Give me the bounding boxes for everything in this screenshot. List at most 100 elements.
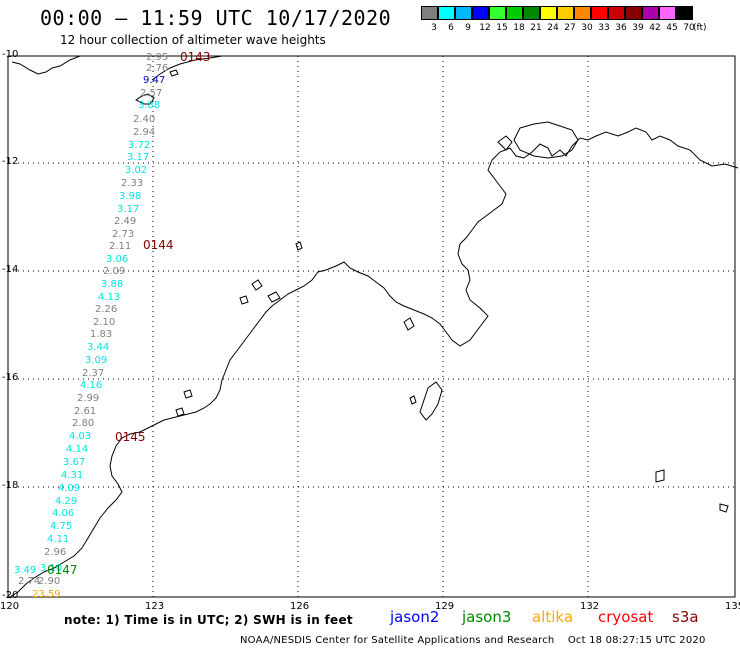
wave-height-value: 1.83 (90, 329, 113, 340)
time-marker: 0145 (115, 430, 146, 444)
colorbar-swatch (608, 6, 625, 20)
footer-note: note: 1) Time is in UTC; 2) SWH is in fe… (64, 613, 353, 627)
wave-height-value: 2.40 (133, 114, 156, 125)
wave-height-value: 2.74 (18, 576, 41, 587)
wave-height-value: 3.09 (85, 355, 108, 366)
graticule (8, 56, 735, 597)
wave-height-value: 2.94 (133, 127, 156, 138)
wave-height-value: 4.14 (66, 444, 89, 455)
wave-height-value: 2.95 (146, 52, 169, 63)
colorbar-label: 27 (564, 23, 576, 33)
lon-label: 126 (290, 601, 310, 612)
legend-jason3: jason3 (462, 608, 512, 626)
lat-label: -10 (2, 49, 19, 60)
lat-label: -20 (2, 590, 19, 601)
colorbar-swatch (506, 6, 523, 20)
colorbar-swatch (557, 6, 574, 20)
colorbar-label: 39 (632, 23, 644, 33)
colorbar-label: 30 (581, 23, 593, 33)
colorbar-label: 18 (513, 23, 525, 33)
colorbar-label: 24 (547, 23, 559, 33)
wave-height-value: 4.13 (98, 292, 121, 303)
wave-height-value: 4.09 (58, 483, 81, 494)
time-marker: 0144 (143, 238, 174, 252)
colorbar-label: 9 (465, 23, 471, 33)
colorbar-label: 36 (615, 23, 627, 33)
lon-label: 120 (0, 601, 20, 612)
lat-label: -16 (2, 372, 19, 383)
map-subtitle: 12 hour collection of altimeter wave hei… (60, 33, 326, 47)
wave-height-value: 3.06 (106, 254, 129, 265)
credit-timestamp: Oct 18 08:27:15 UTC 2020 (567, 635, 706, 646)
legend-cryosat: cryosat (598, 608, 654, 626)
time-marker: 0147 (47, 563, 78, 577)
wave-height-value: 23.59 (32, 589, 61, 600)
time-marker: 0143 (180, 50, 211, 64)
footer-credit: NOAA/NESDIS Center for Satellite Applica… (240, 635, 706, 646)
colorbar-label: 12 (479, 23, 491, 33)
wave-height-value: 4.75 (50, 521, 73, 532)
lon-label: 132 (580, 601, 600, 612)
colorbar-swatch (540, 6, 557, 20)
wave-height-value: 3.98 (119, 191, 142, 202)
wave-height-value: 2.26 (95, 304, 118, 315)
legend-altika: altika (532, 608, 574, 626)
wave-height-value: 3.10 (40, 563, 63, 574)
wave-height-value: 3.49 (14, 565, 37, 576)
wave-height-value: 4.06 (52, 508, 75, 519)
colorbar-swatch (523, 6, 540, 20)
lat-label: -12 (2, 156, 19, 167)
wave-height-value: 2.57 (140, 88, 163, 99)
coastlines (9, 55, 739, 598)
colorbar-swatch (625, 6, 642, 20)
colorbar-swatch (659, 6, 676, 20)
wave-height-value: 2.33 (121, 178, 144, 189)
lat-label: -18 (2, 480, 19, 491)
wave-height-value: 3.17 (117, 204, 140, 215)
colorbar-label: 70 (683, 23, 695, 33)
map-title: 00:00 – 11:59 UTC 10/17/2020 (40, 6, 392, 30)
colorbar-label: 3 (431, 23, 437, 33)
legend-s3a: s3a (672, 608, 699, 626)
colorbar-swatch (421, 6, 438, 20)
wave-height-value: 3.02 (125, 165, 148, 176)
colorbar-label: 33 (598, 23, 610, 33)
wave-height-value: 3.44 (87, 342, 110, 353)
colorbar-swatch (455, 6, 472, 20)
wave-height-value: 2.96 (44, 547, 67, 558)
wave-height-value: 9.47 (143, 75, 166, 86)
wave-height-value: 3.67 (63, 457, 86, 468)
wave-height-value: 2.10 (93, 317, 116, 328)
wave-height-value: 4.31 (61, 470, 84, 481)
wave-height-value: 3.88 (101, 279, 124, 290)
credit-text: NOAA/NESDIS Center for Satellite Applica… (240, 635, 555, 646)
wave-height-value: 2.61 (74, 406, 97, 417)
legend-jason2: jason2 (390, 608, 440, 626)
colorbar-swatch (489, 6, 506, 20)
colorbar-swatch (676, 6, 693, 20)
colorbar-label: 15 (496, 23, 508, 33)
wave-height-value: 2.80 (72, 418, 95, 429)
lon-label: 123 (145, 601, 165, 612)
colorbar-swatch (438, 6, 455, 20)
wave-height-value: 4.29 (55, 496, 78, 507)
wave-height-value: 2.90 (38, 576, 61, 587)
wave-height-value: 2.11 (109, 241, 132, 252)
wave-height-value: 4.11 (47, 534, 70, 545)
colorbar-swatch (642, 6, 659, 20)
lat-label: -14 (2, 264, 19, 275)
colorbar-unit: (ft) (693, 23, 707, 33)
lon-label: 129 (435, 601, 455, 612)
colorbar-swatch (574, 6, 591, 20)
map-frame (7, 55, 736, 598)
wave-height-value: 2.37 (82, 368, 105, 379)
wave-height-value: 2.49 (114, 216, 137, 227)
colorbar-label: 42 (649, 23, 661, 33)
wave-height-value: 2.76 (146, 63, 169, 74)
wave-height-value: 4.16 (80, 380, 103, 391)
wave-height-value: 2.09 (103, 266, 126, 277)
wave-height-value: 2.99 (77, 393, 100, 404)
colorbar-label: 21 (530, 23, 542, 33)
wave-height-value: 2.73 (112, 229, 135, 240)
